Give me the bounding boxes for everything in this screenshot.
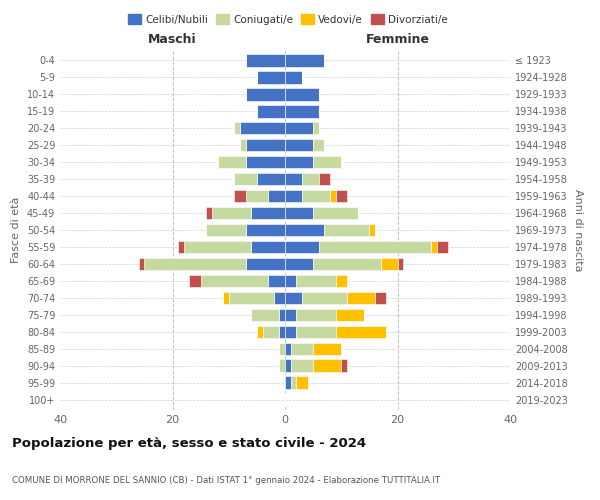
- Bar: [285, 342, 290, 355]
- Bar: [290, 342, 313, 355]
- Bar: [245, 224, 285, 236]
- Bar: [285, 88, 319, 101]
- Bar: [285, 360, 290, 372]
- Bar: [184, 240, 251, 254]
- Text: Femmine: Femmine: [365, 33, 430, 46]
- Bar: [325, 224, 370, 236]
- Bar: [370, 224, 375, 236]
- Bar: [313, 122, 319, 134]
- Bar: [285, 206, 313, 220]
- Bar: [280, 342, 285, 355]
- Bar: [245, 88, 285, 101]
- Bar: [335, 308, 364, 322]
- Bar: [313, 342, 341, 355]
- Bar: [235, 190, 245, 202]
- Bar: [375, 292, 386, 304]
- Y-axis label: Anni di nascita: Anni di nascita: [573, 188, 583, 271]
- Bar: [335, 190, 347, 202]
- Bar: [302, 172, 319, 186]
- Bar: [285, 190, 302, 202]
- Bar: [313, 138, 325, 151]
- Bar: [257, 326, 263, 338]
- Bar: [319, 172, 330, 186]
- Bar: [319, 240, 431, 254]
- Bar: [285, 376, 290, 389]
- Bar: [251, 308, 280, 322]
- Bar: [302, 190, 330, 202]
- Bar: [313, 258, 380, 270]
- Bar: [257, 172, 285, 186]
- Bar: [285, 292, 302, 304]
- Bar: [296, 326, 335, 338]
- Bar: [235, 122, 240, 134]
- Bar: [229, 292, 274, 304]
- Bar: [285, 172, 302, 186]
- Bar: [431, 240, 437, 254]
- Bar: [190, 274, 200, 287]
- Bar: [285, 308, 296, 322]
- Bar: [347, 292, 375, 304]
- Bar: [285, 156, 313, 168]
- Bar: [206, 224, 245, 236]
- Bar: [235, 172, 257, 186]
- Bar: [240, 122, 285, 134]
- Bar: [285, 71, 302, 84]
- Bar: [257, 105, 285, 118]
- Bar: [290, 376, 296, 389]
- Bar: [285, 274, 296, 287]
- Bar: [268, 274, 285, 287]
- Bar: [206, 206, 212, 220]
- Bar: [257, 71, 285, 84]
- Bar: [245, 138, 285, 151]
- Bar: [139, 258, 145, 270]
- Bar: [380, 258, 398, 270]
- Bar: [313, 206, 358, 220]
- Bar: [313, 156, 341, 168]
- Text: Maschi: Maschi: [148, 33, 197, 46]
- Bar: [200, 274, 268, 287]
- Bar: [280, 308, 285, 322]
- Bar: [285, 105, 319, 118]
- Bar: [245, 258, 285, 270]
- Bar: [285, 122, 313, 134]
- Bar: [280, 326, 285, 338]
- Bar: [437, 240, 448, 254]
- Bar: [285, 224, 325, 236]
- Bar: [285, 54, 325, 66]
- Bar: [245, 54, 285, 66]
- Bar: [285, 240, 319, 254]
- Bar: [251, 206, 285, 220]
- Bar: [296, 274, 335, 287]
- Bar: [398, 258, 403, 270]
- Bar: [240, 138, 245, 151]
- Bar: [313, 360, 341, 372]
- Bar: [178, 240, 184, 254]
- Bar: [218, 156, 245, 168]
- Y-axis label: Fasce di età: Fasce di età: [11, 197, 21, 263]
- Bar: [335, 326, 386, 338]
- Bar: [274, 292, 285, 304]
- Legend: Celibi/Nubili, Coniugati/e, Vedovi/e, Divorziati/e: Celibi/Nubili, Coniugati/e, Vedovi/e, Di…: [124, 10, 452, 29]
- Bar: [341, 360, 347, 372]
- Text: Popolazione per età, sesso e stato civile - 2024: Popolazione per età, sesso e stato civil…: [12, 437, 366, 450]
- Bar: [212, 206, 251, 220]
- Text: COMUNE DI MORRONE DEL SANNIO (CB) - Dati ISTAT 1° gennaio 2024 - Elaborazione TU: COMUNE DI MORRONE DEL SANNIO (CB) - Dati…: [12, 476, 440, 485]
- Bar: [285, 138, 313, 151]
- Bar: [245, 190, 268, 202]
- Bar: [335, 274, 347, 287]
- Bar: [285, 326, 296, 338]
- Bar: [330, 190, 335, 202]
- Bar: [223, 292, 229, 304]
- Bar: [263, 326, 280, 338]
- Bar: [268, 190, 285, 202]
- Bar: [280, 360, 285, 372]
- Bar: [290, 360, 313, 372]
- Bar: [296, 308, 335, 322]
- Bar: [285, 258, 313, 270]
- Bar: [145, 258, 245, 270]
- Bar: [296, 376, 308, 389]
- Bar: [302, 292, 347, 304]
- Bar: [245, 156, 285, 168]
- Bar: [251, 240, 285, 254]
